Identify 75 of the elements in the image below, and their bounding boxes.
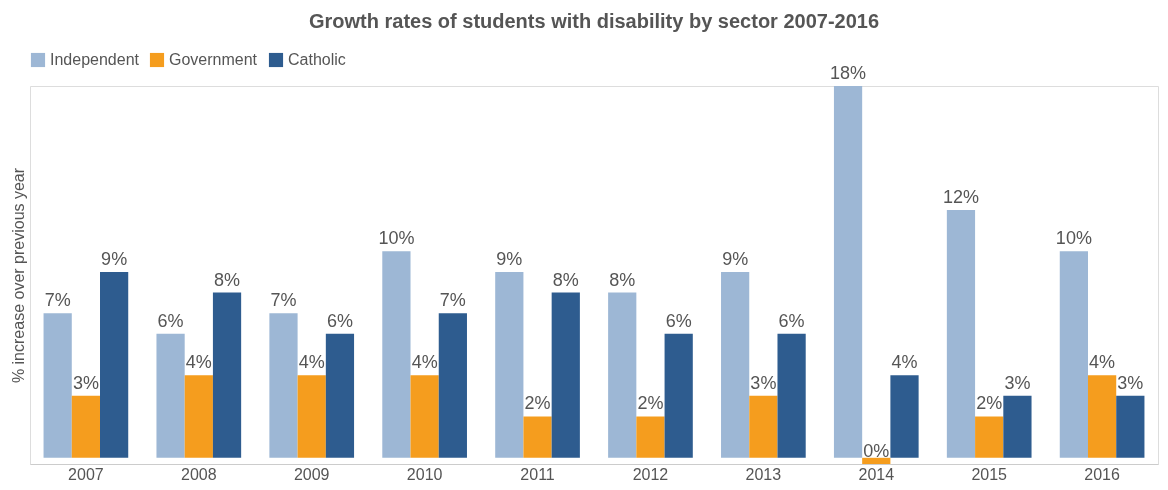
data-label: 9% (101, 248, 128, 269)
data-label: 9% (722, 248, 749, 269)
data-label: 0% (863, 441, 890, 461)
bar (777, 333, 806, 458)
data-label: 4% (411, 352, 438, 373)
data-label: 18% (830, 63, 867, 83)
data-label: 7% (439, 290, 466, 311)
bar (608, 292, 637, 458)
data-label: 4% (298, 352, 325, 373)
bar (1087, 375, 1117, 458)
bar (269, 313, 298, 458)
bar (438, 313, 467, 458)
data-label: 7% (44, 290, 71, 311)
bar (297, 375, 326, 458)
x-tick-label: 2011 (520, 465, 555, 483)
x-tick-label: 2013 (745, 465, 782, 483)
bar (749, 395, 778, 458)
bar (1116, 395, 1145, 458)
bar (43, 313, 72, 458)
data-label: 6% (778, 310, 805, 331)
data-label: 12% (942, 186, 979, 207)
bar (975, 416, 1004, 458)
bar (184, 375, 213, 458)
data-label: 8% (609, 269, 636, 290)
bar (946, 209, 976, 458)
bar (382, 251, 411, 458)
legend-label: Catholic (288, 51, 346, 68)
bar (495, 271, 524, 458)
bar (833, 86, 863, 458)
x-tick-label: 2016 (1084, 465, 1121, 483)
data-label: 8% (214, 269, 241, 290)
bar (862, 457, 891, 464)
bar (1059, 251, 1088, 458)
data-label: 4% (891, 352, 918, 373)
bar (551, 292, 580, 458)
bar (325, 333, 355, 458)
data-label: 2% (637, 393, 664, 414)
data-label: 2% (976, 393, 1003, 414)
data-label: 9% (496, 248, 523, 269)
bar (1003, 395, 1032, 458)
x-tick-label: 2012 (632, 465, 669, 483)
x-tick-label: 2009 (293, 465, 330, 483)
x-tick-label: 2014 (858, 465, 895, 483)
chart-title: Growth rates of students with disability by sector 2007-2016 (308, 10, 880, 32)
data-label: 3% (750, 372, 777, 393)
data-label: 4% (1089, 352, 1116, 373)
data-label: 2% (524, 393, 551, 414)
data-label: 6% (326, 310, 353, 331)
data-label: 10% (1055, 228, 1092, 249)
x-tick-label: 2007 (68, 465, 104, 483)
legend-label: Government (169, 51, 258, 68)
bar (636, 416, 665, 458)
x-tick-label: 2010 (406, 465, 443, 483)
bar (890, 375, 919, 458)
legend-label: Independent (50, 51, 140, 68)
bar (100, 271, 129, 458)
y-axis-title: % increase over previous year (9, 167, 27, 384)
data-label: 4% (185, 352, 212, 373)
x-tick-label: 2008 (181, 465, 217, 483)
data-label: 8% (552, 269, 579, 290)
data-label: 6% (157, 310, 184, 331)
bar (156, 333, 185, 458)
bar (410, 375, 439, 458)
data-label: 3% (1117, 372, 1144, 393)
bar (212, 292, 242, 458)
bar (71, 395, 101, 458)
x-tick-label: 2015 (971, 465, 1008, 483)
data-label: 7% (270, 290, 297, 311)
data-label: 10% (378, 228, 415, 249)
bar (523, 416, 552, 458)
data-label: 3% (72, 372, 99, 393)
bar (664, 333, 693, 458)
data-label: 3% (1004, 372, 1031, 393)
bar (721, 271, 750, 458)
data-label: 6% (665, 310, 692, 331)
